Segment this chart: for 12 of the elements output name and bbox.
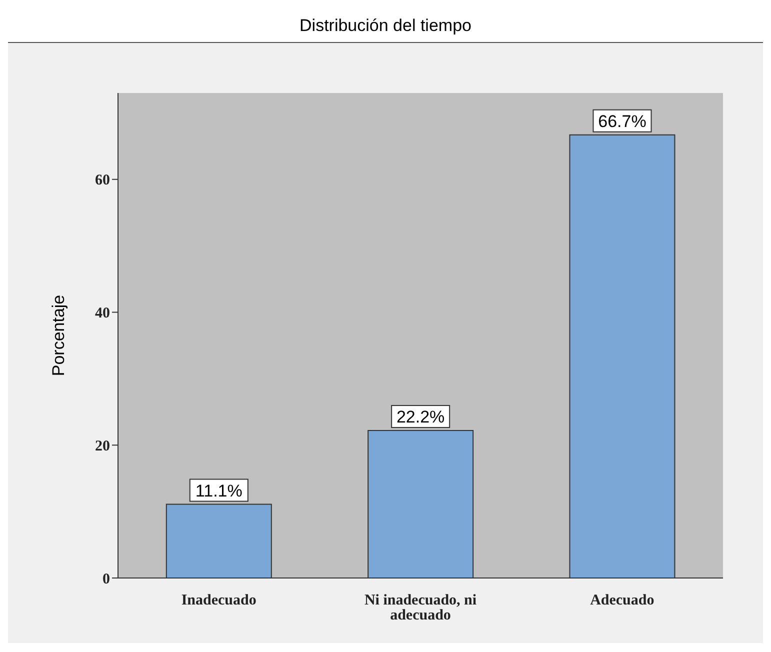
chart-title: Distribución del tiempo [8,8,763,43]
y-tick-label: 20 [95,438,110,454]
y-tick-label: 60 [95,172,110,189]
data-label: 66.7% [598,112,646,131]
x-tick-label: Adecuado [590,592,654,609]
data-label: 11.1% [195,481,242,500]
y-axis-title: Porcentaje [49,294,68,376]
x-tick-label: Ni inadecuado, ni adecuado [364,592,477,624]
y-tick-label: 40 [95,306,110,322]
y-tick-label: 0 [102,571,110,588]
x-tick-label: Inadecuado [181,592,256,609]
data-label: 22.2% [396,408,445,427]
